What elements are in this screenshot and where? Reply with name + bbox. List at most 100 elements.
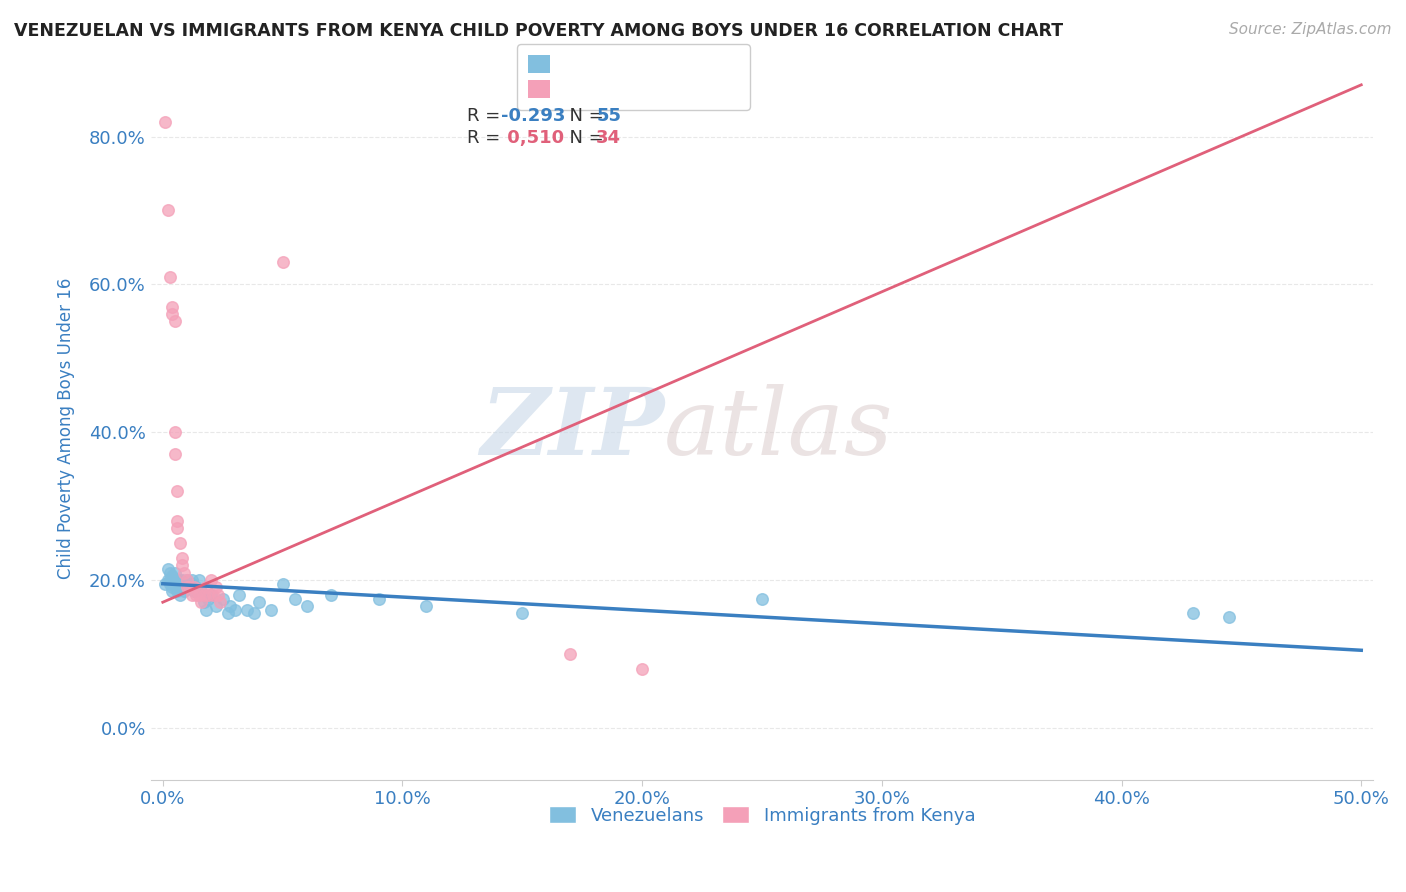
Point	[295, 599, 318, 613]
Point	[284, 591, 307, 606]
Point	[159, 270, 181, 285]
Point	[169, 536, 191, 550]
Point	[163, 573, 186, 587]
Point	[180, 576, 202, 591]
Point	[166, 576, 188, 591]
Point	[153, 115, 176, 129]
Point	[217, 607, 239, 621]
Point	[162, 300, 184, 314]
Point	[169, 588, 191, 602]
Point	[159, 573, 181, 587]
Point	[180, 573, 202, 587]
Point	[193, 588, 215, 602]
Point	[180, 588, 202, 602]
Point	[202, 588, 225, 602]
Point	[190, 595, 212, 609]
Point	[166, 484, 188, 499]
Point	[751, 591, 773, 606]
Point	[153, 576, 176, 591]
Text: Source: ZipAtlas.com: Source: ZipAtlas.com	[1229, 22, 1392, 37]
Point	[159, 566, 181, 580]
Point	[259, 602, 281, 616]
Point	[163, 447, 186, 461]
Text: ZIP: ZIP	[479, 384, 664, 474]
Text: N =: N =	[558, 129, 610, 147]
Point	[186, 581, 208, 595]
Text: R =: R =	[467, 107, 506, 125]
Point	[156, 562, 179, 576]
Point	[204, 599, 226, 613]
Point	[224, 602, 246, 616]
Point	[243, 607, 266, 621]
Point	[156, 573, 179, 587]
Point	[211, 591, 233, 606]
Point	[228, 588, 250, 602]
Point	[367, 591, 389, 606]
Point	[176, 576, 198, 591]
Point	[1182, 607, 1205, 621]
Point	[183, 581, 205, 595]
Point	[166, 573, 188, 587]
Point	[162, 307, 184, 321]
Point	[247, 595, 270, 609]
Point	[190, 584, 212, 599]
Point	[176, 573, 198, 587]
Text: R =: R =	[467, 129, 506, 147]
Point	[197, 588, 219, 602]
Point	[179, 581, 201, 595]
Point	[166, 514, 188, 528]
Point	[219, 599, 242, 613]
Point	[156, 203, 179, 218]
Point	[187, 588, 209, 602]
Point	[271, 576, 294, 591]
Text: VENEZUELAN VS IMMIGRANTS FROM KENYA CHILD POVERTY AMONG BOYS UNDER 16 CORRELATIO: VENEZUELAN VS IMMIGRANTS FROM KENYA CHIL…	[14, 22, 1063, 40]
Point	[415, 599, 437, 613]
Point	[169, 576, 191, 591]
Point	[512, 607, 534, 621]
Point	[159, 576, 181, 591]
Point	[166, 521, 188, 535]
Point	[194, 581, 217, 595]
Point	[204, 581, 226, 595]
Point	[170, 550, 193, 565]
Y-axis label: Child Poverty Among Boys Under 16: Child Poverty Among Boys Under 16	[58, 277, 75, 579]
Point	[200, 588, 222, 602]
Point	[271, 255, 294, 269]
Point	[194, 602, 217, 616]
Point	[170, 558, 193, 573]
Text: -0.293: -0.293	[501, 107, 565, 125]
Point	[183, 584, 205, 599]
Point	[163, 576, 186, 591]
Point	[163, 566, 186, 580]
Point	[163, 425, 186, 440]
Point	[187, 573, 209, 587]
Point	[162, 569, 184, 583]
Point	[162, 584, 184, 599]
Point	[631, 662, 654, 676]
Point	[163, 314, 186, 328]
Point	[170, 581, 193, 595]
Point	[207, 588, 229, 602]
Text: atlas: atlas	[664, 384, 894, 474]
Point	[193, 595, 215, 609]
Point	[170, 573, 193, 587]
Point	[162, 581, 184, 595]
Point	[209, 595, 232, 609]
Text: 0,510: 0,510	[501, 129, 564, 147]
Point	[179, 581, 201, 595]
Point	[173, 584, 195, 599]
Point	[186, 588, 208, 602]
Text: N =: N =	[558, 107, 610, 125]
Point	[235, 602, 257, 616]
Point	[200, 573, 222, 587]
Text: 34: 34	[596, 129, 621, 147]
Point	[176, 581, 198, 595]
Text: 55: 55	[596, 107, 621, 125]
Point	[169, 573, 191, 587]
Point	[1218, 610, 1240, 624]
Point	[319, 588, 342, 602]
Point	[176, 573, 198, 587]
Point	[173, 566, 195, 580]
Point	[173, 576, 195, 591]
Point	[197, 591, 219, 606]
